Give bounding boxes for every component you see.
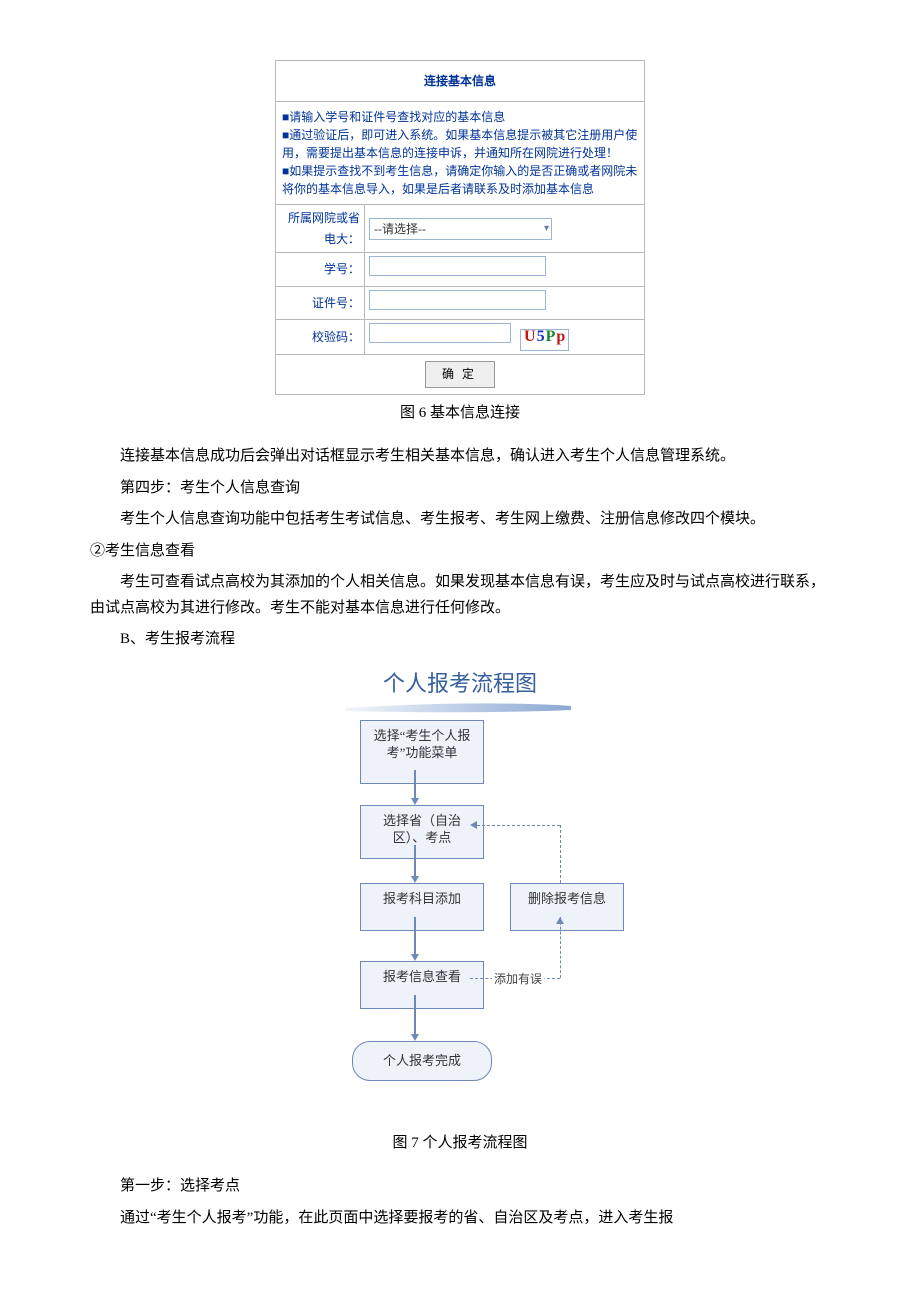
captcha-input[interactable] xyxy=(369,323,511,343)
flow-edge xyxy=(414,995,416,1034)
figure7-caption: 图 7 个人报考流程图 xyxy=(90,1131,830,1157)
flow-edge-label: 添加有误 xyxy=(492,969,544,989)
paragraph-step4: 第四步：考生个人信息查询 xyxy=(90,476,830,502)
arrow-left-icon xyxy=(470,821,477,829)
form-title: 连接基本信息 xyxy=(276,61,645,102)
arrow-down-icon xyxy=(411,798,419,805)
flow-edge xyxy=(414,917,416,954)
studentno-input[interactable] xyxy=(369,256,546,276)
flow-node-select-province: 选择省（自治区）、考点 xyxy=(360,805,484,859)
paragraph-1: 连接基本信息成功后会弹出对话框显示考生相关基本信息，确认进入考生个人信息管理系统… xyxy=(90,444,830,470)
flow-node-done: 个人报考完成 xyxy=(352,1041,492,1081)
basic-info-form: 连接基本信息 ■请输入学号和证件号查找对应的基本信息 ■通过验证后，即可进入系统… xyxy=(275,60,645,395)
paragraph-section-b: B、考生报考流程 xyxy=(90,627,830,653)
form-instructions: ■请输入学号和证件号查找对应的基本信息 ■通过验证后，即可进入系统。如果基本信息… xyxy=(276,102,645,205)
arrow-down-icon xyxy=(411,876,419,883)
paragraph-5: 考生可查看试点高校为其添加的个人相关信息。如果发现基本信息有误，考生应及时与试点… xyxy=(90,570,830,621)
flowchart-title: 个人报考流程图 xyxy=(345,665,575,702)
captcha-label: 校验码： xyxy=(276,319,365,354)
flow-edge-dashed xyxy=(560,917,561,978)
flow-node-select-menu: 选择“考生个人报考”功能菜单 xyxy=(360,720,484,784)
flow-edge xyxy=(414,770,416,798)
registration-flowchart: 个人报考流程图 选择“考生个人报考”功能菜单 选择省（自治区）、考点 报考科目添… xyxy=(280,665,640,1125)
org-select[interactable]: --请选择-- ▾ xyxy=(369,218,552,240)
flow-node-add-subject: 报考科目添加 xyxy=(360,883,484,931)
flow-edge-dashed xyxy=(477,825,560,826)
org-select-value: --请选择-- xyxy=(374,219,426,239)
flow-edge-dashed xyxy=(560,825,561,883)
figure6-caption: 图 6 基本信息连接 xyxy=(90,401,830,427)
idno-label: 证件号： xyxy=(276,286,365,319)
arrow-up-icon xyxy=(556,917,564,924)
paragraph-step1: 第一步：选择考点 xyxy=(90,1174,830,1200)
submit-button[interactable]: 确定 xyxy=(425,361,495,387)
chevron-down-icon: ▾ xyxy=(544,220,549,237)
org-label: 所属网院或省电大： xyxy=(276,205,365,253)
studentno-label: 学号： xyxy=(276,253,365,286)
paragraph-8: 通过“考生个人报考”功能，在此页面中选择要报考的省、自治区及考点，进入考生报 xyxy=(90,1206,830,1232)
paragraph-sub2: ②考生信息查看 xyxy=(90,539,830,565)
flow-node-delete: 删除报考信息 xyxy=(510,883,624,931)
arrow-down-icon xyxy=(411,1034,419,1041)
paragraph-3: 考生个人信息查询功能中包括考生考试信息、考生报考、考生网上缴费、注册信息修改四个… xyxy=(90,507,830,533)
arrow-down-icon xyxy=(411,954,419,961)
flow-edge xyxy=(414,845,416,876)
swoosh-underline-icon xyxy=(345,700,575,714)
flow-node-review: 报考信息查看 xyxy=(360,961,484,1009)
idno-input[interactable] xyxy=(369,290,546,310)
captcha-image: U5Pp xyxy=(520,329,569,351)
